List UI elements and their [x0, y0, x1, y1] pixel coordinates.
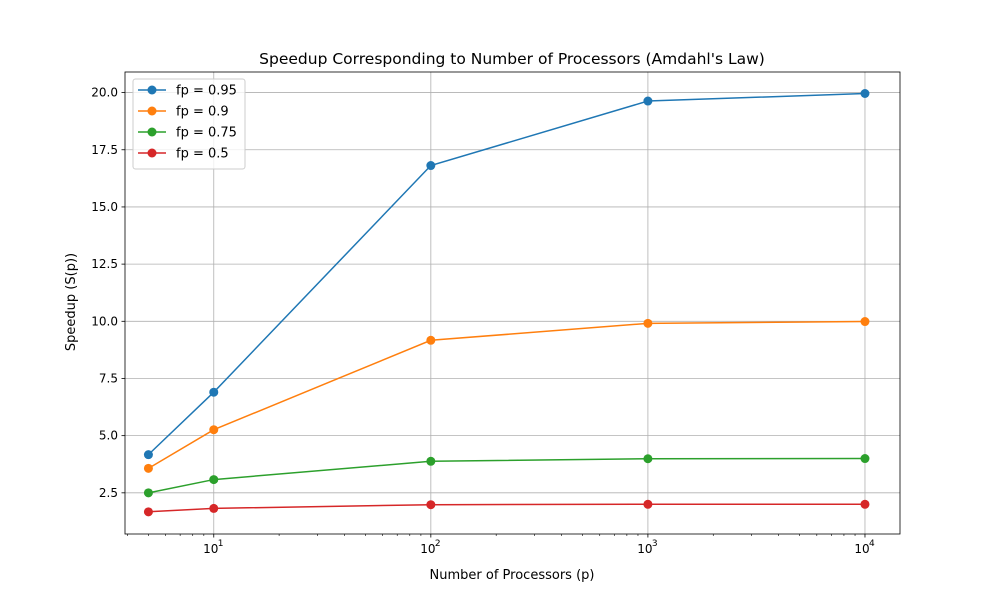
x-tick-exponent: 4 — [869, 539, 875, 549]
series-layer — [143, 88, 870, 517]
y-tick-label: 5.0 — [99, 429, 118, 443]
data-point — [209, 387, 219, 397]
legend: fp = 0.95 fp = 0.9 fp = 0.75 fp = 0.5 — [132, 78, 246, 170]
data-point — [426, 161, 436, 171]
y-axis-label: Speedup (S(p)) — [64, 253, 79, 351]
y-tick-label: 12.5 — [91, 257, 118, 271]
legend-label: fp = 0.9 — [176, 105, 229, 120]
data-point — [860, 499, 870, 509]
data-point — [209, 425, 219, 435]
data-point — [860, 317, 870, 327]
x-tick-label: 10 — [420, 542, 435, 556]
data-point — [426, 500, 436, 510]
series-line — [148, 320, 865, 470]
data-point — [143, 450, 153, 460]
data-point — [143, 463, 153, 473]
x-tick-label: 10 — [854, 542, 869, 556]
data-point — [643, 454, 653, 464]
legend-label: fp = 0.5 — [176, 147, 229, 162]
y-tick-label: 17.5 — [91, 143, 118, 157]
series-line — [148, 457, 865, 494]
legend-marker — [147, 148, 157, 158]
x-tick-label: 10 — [203, 542, 218, 556]
legend-box — [132, 78, 246, 170]
data-point — [643, 499, 653, 509]
legend-marker — [147, 127, 157, 137]
data-point — [860, 88, 870, 98]
data-point — [209, 503, 219, 513]
data-point — [143, 488, 153, 498]
chart-title: Speedup Corresponding to Number of Proce… — [259, 50, 765, 68]
x-tick-exponent: 3 — [652, 539, 658, 549]
y-tick-label: 7.5 — [99, 371, 118, 385]
legend-marker — [147, 85, 157, 95]
legend-label: fp = 0.75 — [176, 126, 237, 141]
plot-frame — [124, 71, 901, 535]
series-line — [147, 92, 865, 456]
x-tick-label: 10 — [637, 542, 652, 556]
legend-marker — [147, 106, 157, 116]
legend-label: fp = 0.95 — [176, 84, 237, 99]
data-point — [143, 507, 153, 517]
data-point — [426, 335, 436, 345]
x-tick-exponent: 2 — [435, 539, 441, 549]
series-line — [148, 503, 865, 513]
axes: 2.55.07.510.012.515.017.520.010 1 10 2 10 3 10… — [91, 71, 901, 556]
y-tick-label: 10.0 — [91, 314, 118, 328]
data-point — [426, 456, 436, 466]
y-tick-label: 2.5 — [99, 486, 118, 500]
x-axis-label: Number of Processors (p) — [430, 568, 595, 583]
x-tick-exponent: 1 — [218, 539, 224, 549]
data-point — [860, 454, 870, 464]
data-point — [209, 475, 219, 485]
data-point — [643, 96, 653, 106]
data-point — [643, 318, 653, 328]
y-tick-label: 15.0 — [91, 200, 118, 214]
y-tick-label: 20.0 — [91, 86, 118, 100]
grid — [125, 72, 900, 534]
